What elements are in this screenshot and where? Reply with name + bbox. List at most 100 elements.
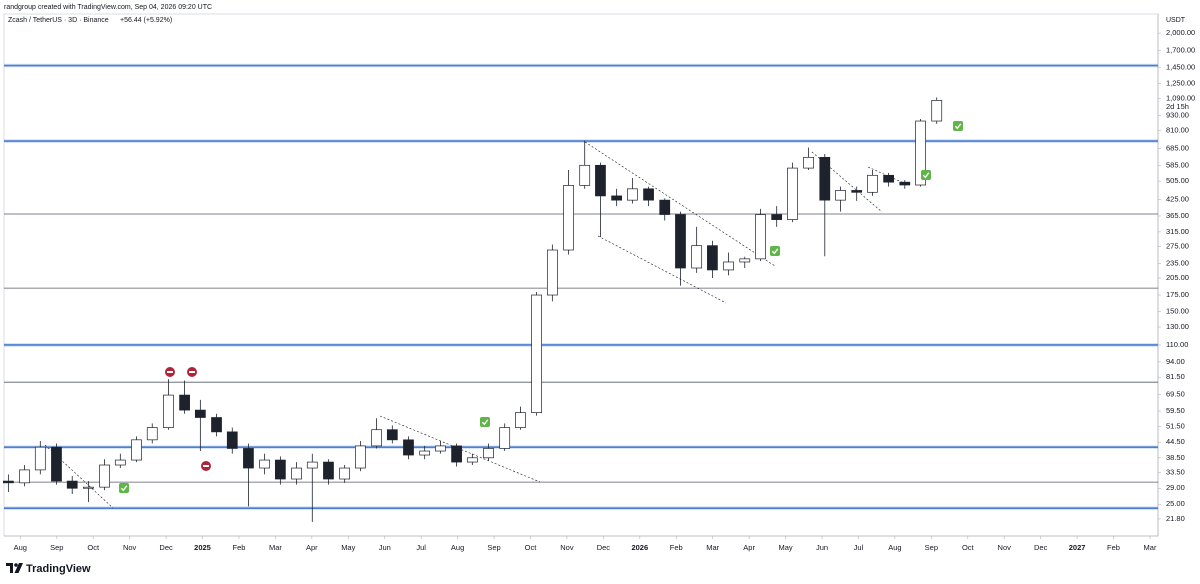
y-tick-label: 235.00 <box>1166 258 1189 267</box>
candle-body <box>787 167 798 220</box>
candle-body <box>451 445 462 463</box>
candle-body <box>915 120 926 186</box>
brand-logo <box>6 563 23 573</box>
candle-body <box>371 429 382 447</box>
x-tick-label: Dec <box>1034 543 1048 552</box>
candle-body <box>435 445 446 452</box>
stop-icon <box>201 461 211 471</box>
y-tick-label: 365.00 <box>1166 211 1189 220</box>
candle-body <box>83 486 94 489</box>
candle-body <box>339 467 351 480</box>
candle-body <box>627 188 638 201</box>
candle-body <box>707 245 718 271</box>
candle-body <box>675 214 686 269</box>
x-tick-label: Jul <box>854 543 864 552</box>
x-tick-label: Nov <box>560 543 574 552</box>
x-tick-label: Feb <box>1107 543 1120 552</box>
bar-countdown: 2d 15h <box>1166 102 1189 111</box>
y-tick-label: 59.50 <box>1166 406 1185 415</box>
y-tick-label: 51.50 <box>1166 422 1185 431</box>
candle-body <box>691 245 703 269</box>
candle-body <box>883 174 894 183</box>
y-tick-label: 585.00 <box>1166 160 1189 169</box>
candle-body <box>819 156 831 201</box>
y-tick-label: 1,700.00 <box>1166 46 1195 55</box>
candle-body <box>355 445 366 469</box>
y-tick-label: 315.00 <box>1166 227 1189 236</box>
trend-line <box>44 444 114 509</box>
x-tick-label: Dec <box>597 543 611 552</box>
y-tick-label: 38.50 <box>1166 453 1185 462</box>
attribution: randgroup created with TradingView.com, … <box>4 4 212 11</box>
candle-body <box>931 100 943 122</box>
x-tick-label: Aug <box>888 543 901 552</box>
candle-body <box>579 164 591 186</box>
x-tick-label: Mar <box>1144 543 1157 552</box>
candle-body <box>466 457 478 463</box>
candle-body <box>835 190 846 201</box>
candle-body <box>611 195 623 201</box>
y-tick-label: 29.00 <box>1166 483 1185 492</box>
candle-body <box>867 174 878 193</box>
y-tick-label: 110.00 <box>1166 340 1188 349</box>
x-tick-label: 2026 <box>631 543 648 552</box>
x-tick-label: Aug <box>14 543 27 552</box>
x-tick-label: May <box>778 543 792 552</box>
x-tick-label: Oct <box>87 543 100 552</box>
x-tick-label: Nov <box>998 543 1012 552</box>
stop-icon <box>187 367 197 377</box>
y-tick-label: 1,250.00 <box>1166 79 1195 88</box>
x-tick-label: Sep <box>487 543 500 552</box>
candle-body <box>306 461 318 469</box>
y-tick-label: 94.00 <box>1166 357 1185 366</box>
candle-body <box>723 261 734 271</box>
candle-body <box>531 294 542 413</box>
trend-line <box>584 141 776 267</box>
check-icons <box>119 121 963 493</box>
candle-body <box>386 429 398 441</box>
x-tick-label: Jun <box>816 543 828 552</box>
x-tick-label: Apr <box>743 543 755 552</box>
candle-body <box>755 214 766 260</box>
check-icon <box>921 170 931 180</box>
price-change: +56.44 (+5.92%) <box>120 17 172 24</box>
y-tick-label: 685.00 <box>1166 143 1189 152</box>
x-tick-label: Jul <box>416 543 426 552</box>
x-tick-label: May <box>341 543 355 552</box>
candle-body <box>499 427 511 449</box>
axes: 2,000.00 1,700.00 1,450.00 1,250.00 1,090.00… <box>14 28 1196 552</box>
candle-body <box>146 427 158 441</box>
trend-line <box>811 151 883 213</box>
y-tick-label: 2,000.00 <box>1166 28 1195 37</box>
candle-body <box>226 431 238 449</box>
x-tick-label: Sep <box>925 543 938 552</box>
candle-body <box>3 480 14 484</box>
candle-body <box>211 417 222 433</box>
candle-body <box>899 181 911 186</box>
candles <box>3 97 943 522</box>
check-icon <box>953 121 963 131</box>
candle-body <box>659 199 671 215</box>
candle-body <box>595 164 606 197</box>
y-tick-label: 33.50 <box>1166 468 1185 477</box>
candle-body <box>99 464 110 488</box>
y-tick-label: 25.00 <box>1166 499 1185 508</box>
x-tick-label: Nov <box>123 543 137 552</box>
x-tick-label: Feb <box>232 543 245 552</box>
candle-body <box>51 446 62 482</box>
candle-body <box>66 480 78 489</box>
candle-body <box>643 188 654 201</box>
check-icon <box>119 483 129 493</box>
y-tick-label: 81.50 <box>1166 372 1185 381</box>
x-tick-label: Dec <box>159 543 173 552</box>
y-tick-label: 44.50 <box>1166 437 1185 446</box>
x-tick-label: Jun <box>379 543 391 552</box>
candle-body <box>163 394 174 428</box>
candle-body <box>323 461 334 480</box>
x-tick-label: 2027 <box>1069 543 1086 552</box>
candle-body <box>259 459 270 469</box>
stop-icon <box>165 367 175 377</box>
candle-body <box>179 394 190 411</box>
